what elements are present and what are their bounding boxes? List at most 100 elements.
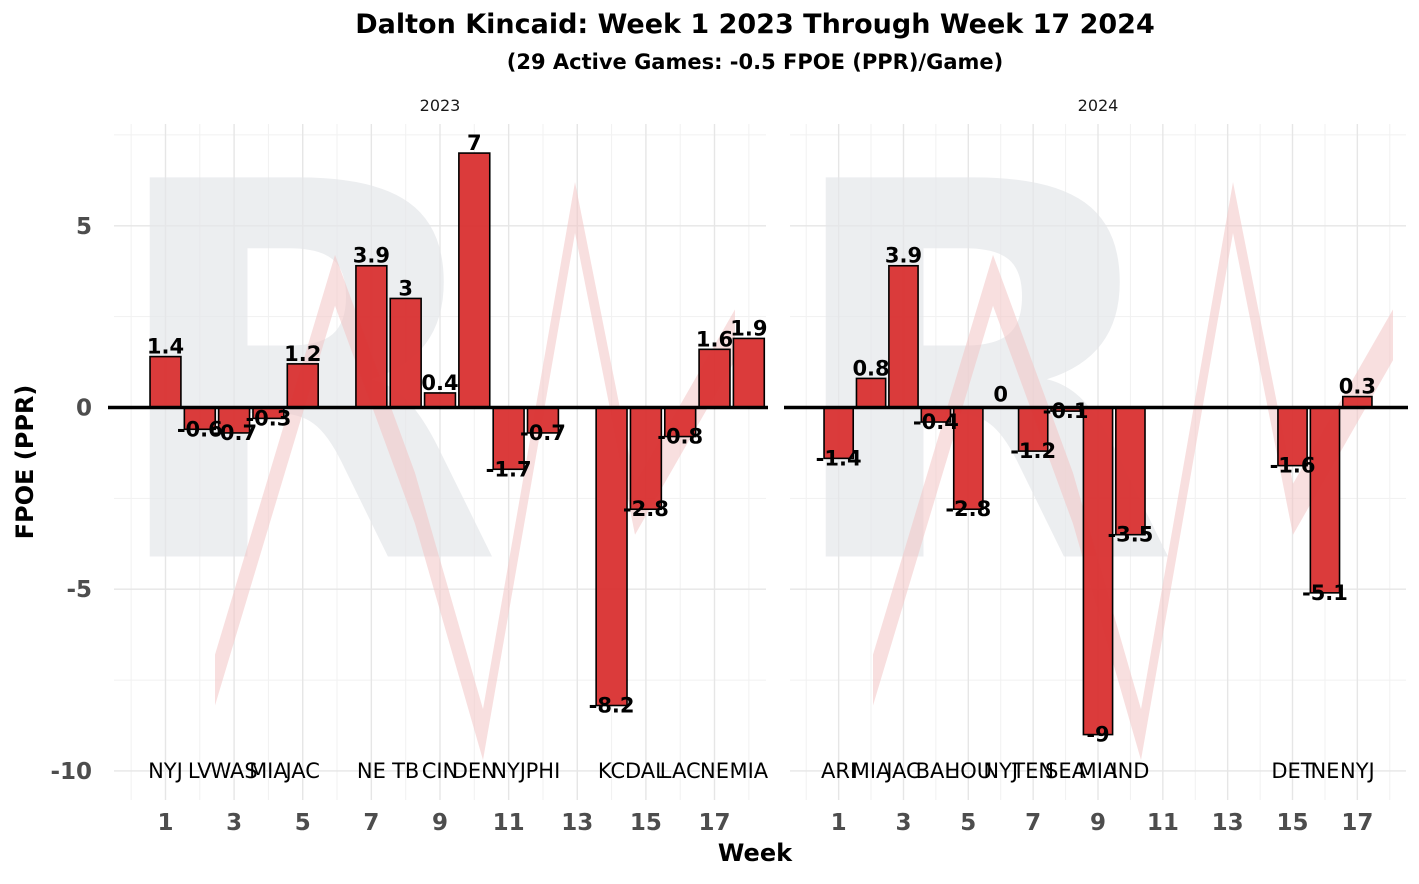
watermark-logo-r: R <box>778 73 1178 679</box>
opponent-label-week-7: TEN <box>1011 759 1054 783</box>
opponent-label-week-18: MIA <box>729 759 768 783</box>
value-label-week-6: 0 <box>993 382 1008 406</box>
value-label-week-1: 1.4 <box>147 335 184 359</box>
y-tick-label: -10 <box>50 759 92 785</box>
bar-week-18 <box>732 337 766 409</box>
bar-week-10 <box>458 152 491 409</box>
bar-week-9 <box>1082 406 1114 736</box>
x-tick-label: 17 <box>699 810 731 836</box>
opponent-label-week-1: NYJ <box>148 759 183 783</box>
x-tick-label: 13 <box>561 810 593 836</box>
opponent-label-week-15: DAL <box>625 759 667 783</box>
opponent-label-week-5: HOU <box>944 759 992 783</box>
value-label-week-4: -0.3 <box>245 406 291 430</box>
watermark-logo-w <box>215 182 735 761</box>
value-label-week-4: -0.4 <box>913 410 959 434</box>
chart-title: Dalton Kincaid: Week 1 2023 Through Week… <box>355 9 1155 40</box>
opponent-label-week-17: NYJ <box>1340 759 1375 783</box>
value-label-week-7: -1.2 <box>1010 439 1056 463</box>
value-label-week-8: -0.1 <box>1043 399 1089 423</box>
value-label-week-1: -1.4 <box>816 446 862 470</box>
opponent-label-week-3: WAS <box>210 759 257 783</box>
opponent-label-week-4: BAL <box>916 759 957 783</box>
value-label-week-16: -5.1 <box>1302 581 1348 605</box>
opponent-label-week-2: MIA <box>852 759 891 783</box>
chart-subtitle: (29 Active Games: -0.5 FPOE (PPR)/Game) <box>507 50 1003 74</box>
x-tick-label: 15 <box>1277 810 1309 836</box>
panel-2023: 2023R1.4-0.6-0.7-0.31.23.930.47-1.7-0.7-… <box>102 73 769 836</box>
value-label-week-5: -2.8 <box>945 497 991 521</box>
y-tick-label: 5 <box>76 214 92 240</box>
opponent-label-week-5: JAC <box>283 759 319 783</box>
x-tick-label: 7 <box>1025 810 1041 836</box>
x-tick-label: 3 <box>226 810 242 836</box>
bar-week-9 <box>423 392 457 409</box>
bar-week-5 <box>952 406 984 511</box>
bar-week-15 <box>629 406 663 511</box>
x-tick-label: 1 <box>831 810 847 836</box>
opponent-label-week-8: SEA <box>1045 759 1087 783</box>
opponent-label-week-14: KC <box>598 759 625 783</box>
x-tick-label: 15 <box>630 810 662 836</box>
value-label-week-18: 1.9 <box>730 316 767 340</box>
bar-week-3 <box>888 264 919 409</box>
opponent-label-week-6: NYJ <box>983 759 1018 783</box>
x-tick-label: 9 <box>432 810 448 836</box>
value-label-week-2: 0.8 <box>852 356 889 380</box>
x-tick-label: 3 <box>895 810 911 836</box>
value-label-week-15: -2.8 <box>623 497 669 521</box>
x-tick-label: 17 <box>1341 810 1373 836</box>
bar-week-5 <box>286 363 319 409</box>
value-label-week-10: -3.5 <box>1107 523 1153 547</box>
value-label-week-9: -9 <box>1086 723 1109 747</box>
opponent-label-week-10: DEN <box>452 759 497 783</box>
bar-week-8 <box>389 297 422 409</box>
x-tick-label: 9 <box>1090 810 1106 836</box>
watermark-logo-w <box>873 182 1393 761</box>
opponent-label-week-9: CIN <box>422 759 459 783</box>
value-label-week-3: 3.9 <box>885 244 922 268</box>
value-label-week-3: -0.7 <box>211 421 257 445</box>
bar-week-7 <box>1017 406 1049 452</box>
value-label-week-17: 1.6 <box>696 327 733 351</box>
value-label-week-17: 0.3 <box>1339 375 1376 399</box>
bar-week-2 <box>855 377 887 409</box>
opponent-label-week-9: MIA <box>1079 759 1118 783</box>
value-label-week-16: -0.8 <box>657 425 703 449</box>
bar-week-15 <box>1277 406 1308 467</box>
opponent-label-week-17: NE <box>700 759 729 783</box>
bar-week-1 <box>149 355 182 409</box>
bar-week-7 <box>355 264 388 409</box>
opponent-label-week-12: PHI <box>526 759 561 783</box>
x-tick-label: 13 <box>1212 810 1244 836</box>
y-axis-title: FPOE (PPR) <box>11 385 39 540</box>
opponent-label-week-10: IND <box>1111 759 1149 783</box>
bar-week-10 <box>1115 406 1146 536</box>
opponent-label-week-16: LAC <box>660 759 701 783</box>
value-label-week-14: -8.2 <box>589 694 635 718</box>
opponent-label-week-1: ARI <box>821 759 856 783</box>
value-label-week-7: 3.9 <box>353 244 390 268</box>
value-label-week-5: 1.2 <box>284 342 321 366</box>
x-tick-label: 11 <box>493 810 525 836</box>
value-label-week-2: -0.6 <box>177 417 223 441</box>
value-label-week-9: 0.4 <box>421 371 458 395</box>
panel-strip-label: 2023 <box>420 96 461 115</box>
value-label-week-15: -1.6 <box>1270 454 1316 478</box>
bar-week-16 <box>1309 406 1341 594</box>
value-label-week-10: 7 <box>467 131 482 155</box>
panel-strip-label: 2024 <box>1078 96 1119 115</box>
opponent-label-week-16: NE <box>1310 759 1339 783</box>
y-tick-label: -5 <box>66 577 92 603</box>
opponent-label-week-11: NYJ <box>491 759 526 783</box>
value-label-week-12: -0.7 <box>520 421 566 445</box>
x-tick-label: 11 <box>1147 810 1179 836</box>
x-tick-label: 7 <box>363 810 379 836</box>
x-tick-label: 5 <box>295 810 311 836</box>
opponent-label-week-7: NE <box>357 759 386 783</box>
opponent-label-week-8: TB <box>391 759 419 783</box>
bar-week-12 <box>526 406 560 434</box>
x-tick-label: 1 <box>157 810 173 836</box>
